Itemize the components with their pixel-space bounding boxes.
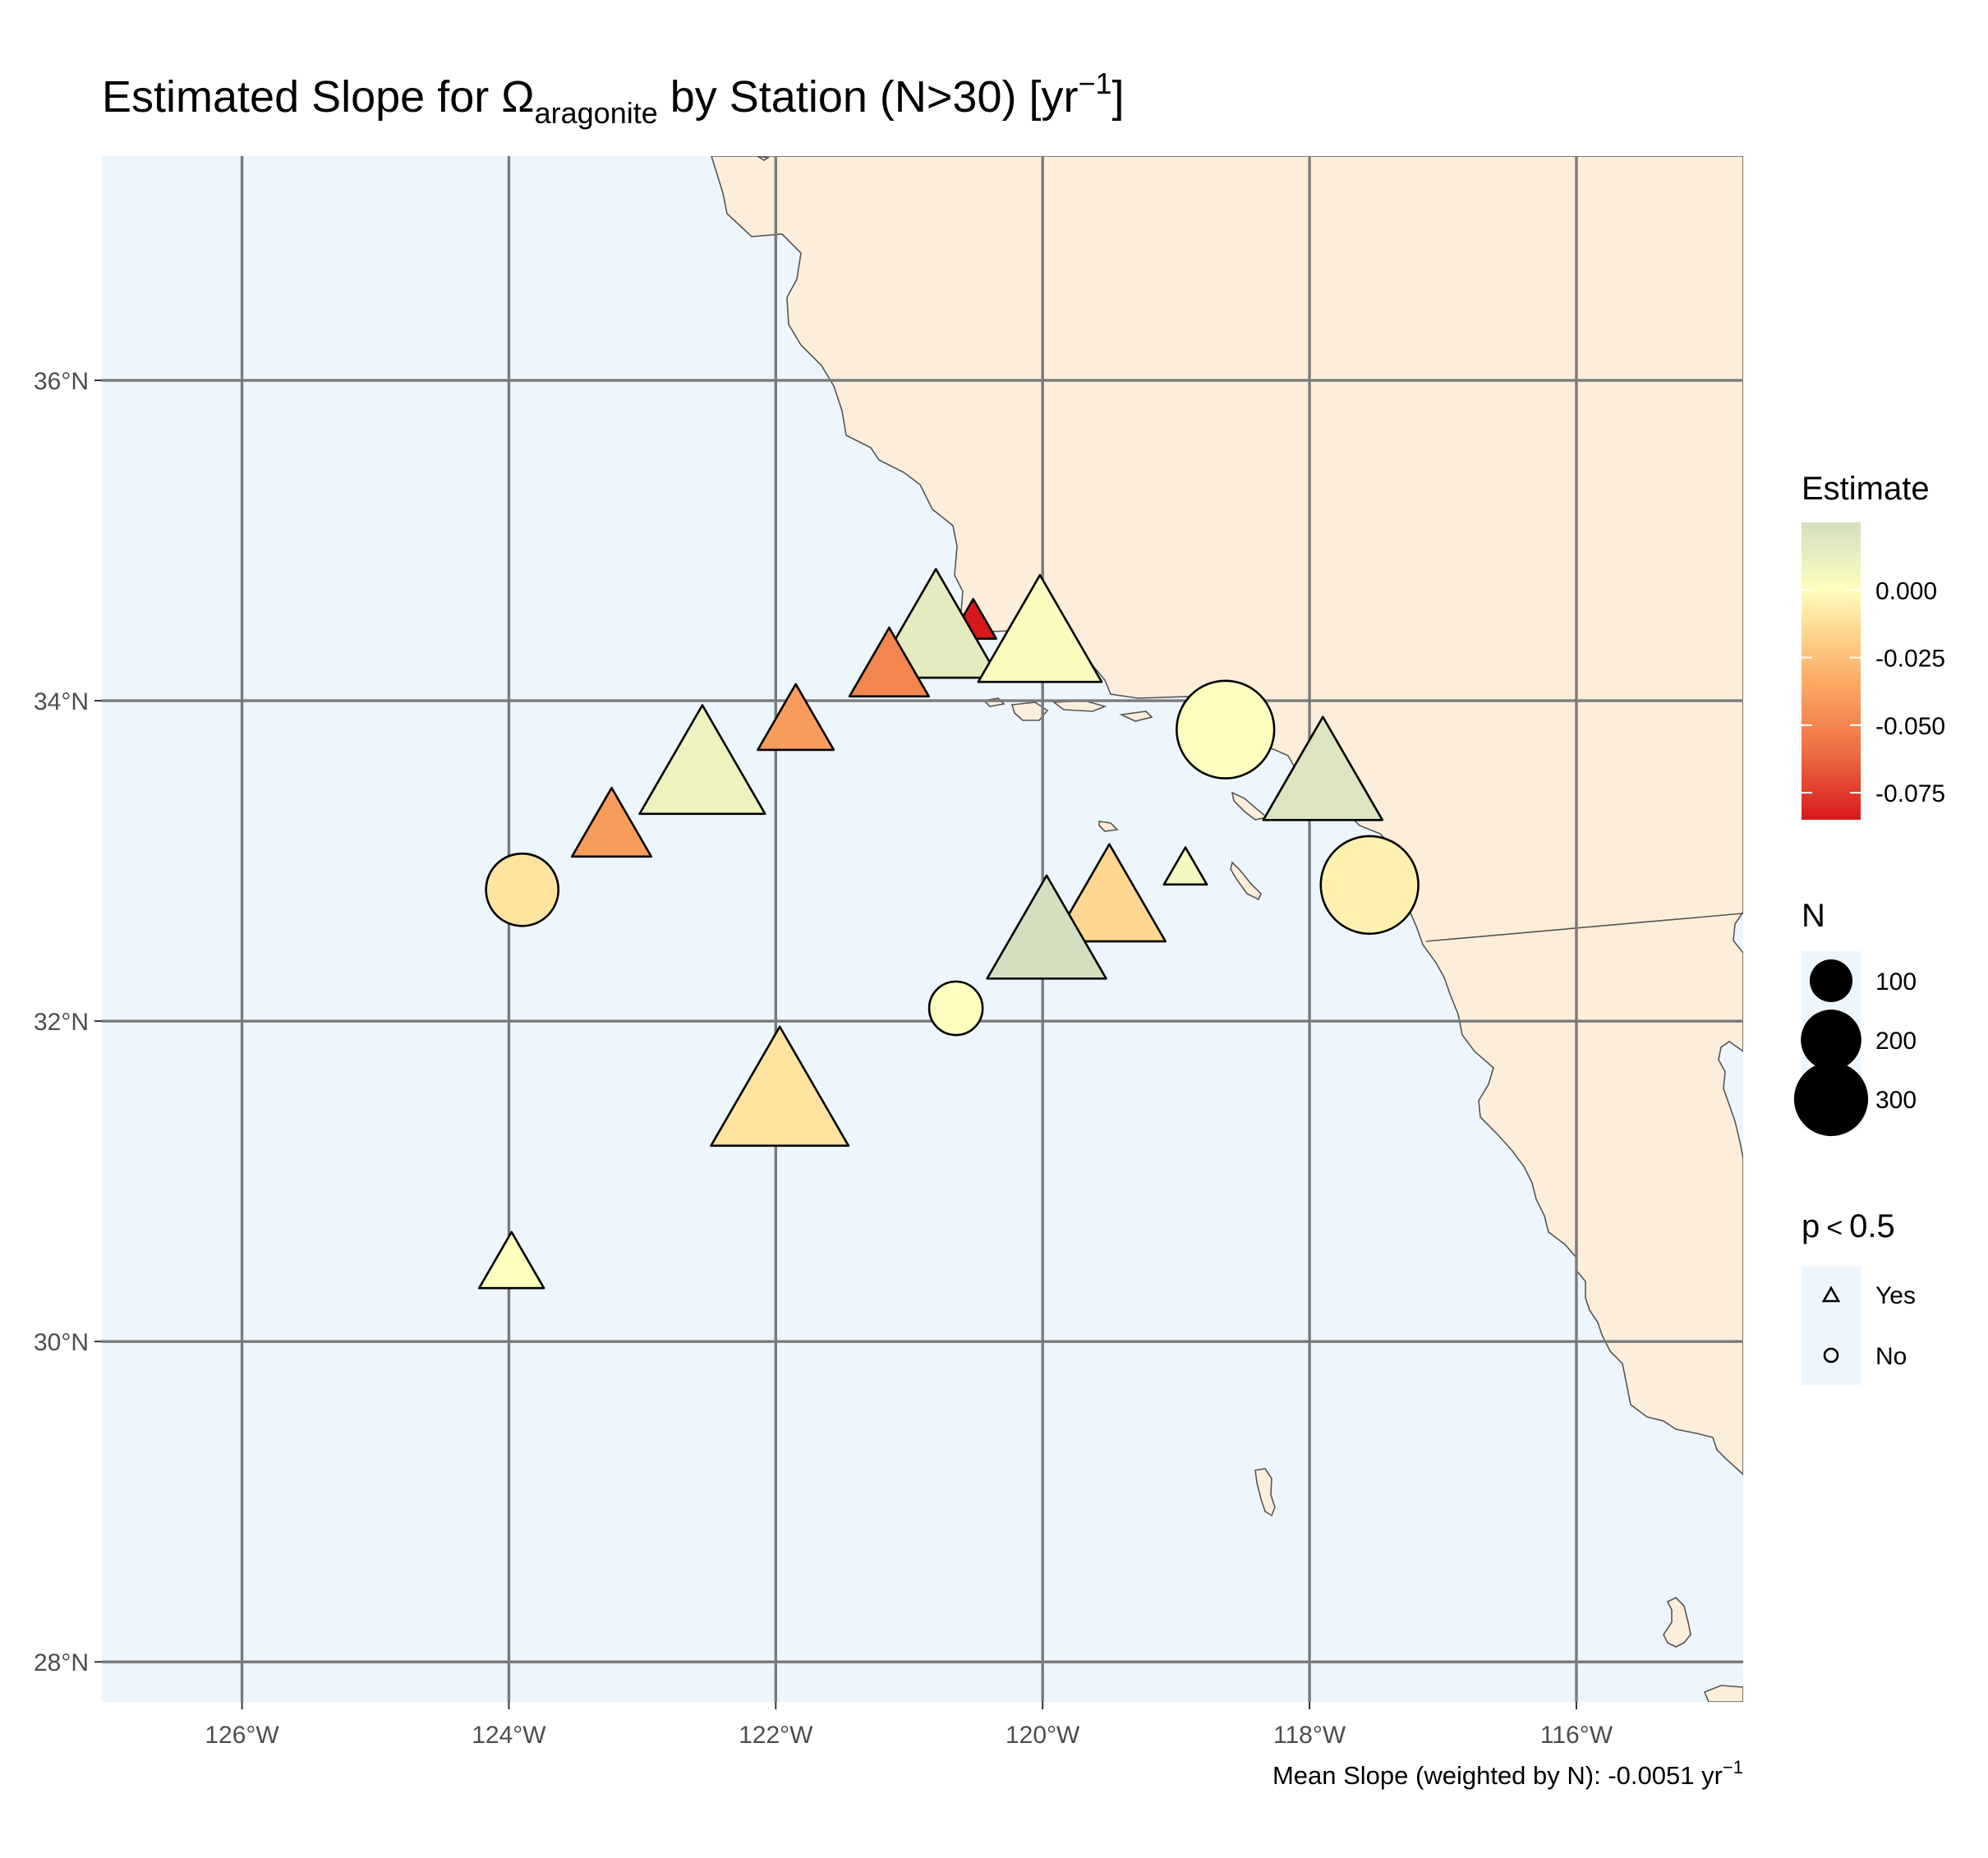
caption: Mean Slope (weighted by N): -0.0051 yr−1: [1272, 1757, 1743, 1790]
station-marker-triangle-3: [848, 626, 930, 698]
legend-n-label: 100: [1875, 968, 1917, 996]
legend-p-no-circle: [1823, 1347, 1839, 1364]
land-mass: [711, 156, 1743, 1476]
station-marker-triangle-6: [638, 704, 766, 816]
us-mexico-border: [1425, 913, 1743, 942]
x-tick-label: 120°W: [1006, 1722, 1080, 1749]
map-panel: [102, 156, 1743, 1702]
legend-p-no-label: No: [1875, 1343, 1907, 1370]
station-marker-circle-10: [1319, 835, 1420, 936]
station-marker-triangle-13: [986, 874, 1107, 980]
legend-p-yes-triangle: [1821, 1285, 1841, 1303]
legend-estimate-title: Estimate: [1802, 471, 1930, 507]
station-marker-triangle-1: [872, 568, 1000, 679]
legend-p-yes-label: Yes: [1875, 1282, 1916, 1309]
legend-estimate: Estimate 0.000 -0.025 -0.050 -0.075: [1802, 471, 1945, 820]
y-tick-label: 30°N: [34, 1329, 89, 1356]
station-marker-triangle-12: [1052, 843, 1167, 943]
colorbar-tick-label: -0.050: [1875, 713, 1945, 740]
x-tick-label: 122°W: [739, 1722, 813, 1749]
legend-n-label: 300: [1875, 1087, 1917, 1114]
y-tick-label: 28°N: [34, 1649, 89, 1676]
station-marker-circle-14: [927, 980, 984, 1037]
station-marker-triangle-16: [477, 1230, 545, 1290]
x-tick-label: 116°W: [1540, 1722, 1613, 1749]
legend-n-title: N: [1802, 898, 1825, 934]
x-axis: 126°W 124°W 122°W 120°W 118°W 116°W: [205, 1702, 1613, 1749]
legend-n-circle-2: [1793, 1061, 1869, 1137]
legend-n-items: 100 200 300: [1793, 959, 1917, 1137]
legend-p: p <0.5 Yes No: [1802, 1208, 1916, 1385]
y-tick-label: 32°N: [34, 1009, 89, 1036]
station-marker-triangle-15: [710, 1025, 850, 1147]
colorbar-tick-label: 0.000: [1875, 577, 1937, 605]
graticule: [102, 156, 1743, 1702]
station-marker-triangle-2: [977, 573, 1103, 683]
x-tick-label: 126°W: [205, 1722, 279, 1749]
y-axis: 28°N 30°N 32°N 34°N 36°N: [34, 368, 102, 1676]
station-marker-triangle-4: [757, 683, 835, 752]
legend-p-key-bg: [1802, 1267, 1861, 1385]
station-marker-circle-11: [485, 852, 560, 927]
station-marker-triangle-9: [1162, 846, 1208, 886]
x-tick-label: 118°W: [1273, 1722, 1346, 1749]
station-marker-triangle-8: [570, 786, 653, 858]
estimate-colorbar: [1802, 522, 1861, 820]
chart-title: Estimated Slope for Ωaragonite by Statio…: [102, 67, 1125, 130]
station-points: [477, 568, 1420, 1290]
x-tick-label: 124°W: [472, 1722, 546, 1749]
legend-p-title: p <0.5: [1802, 1208, 1895, 1244]
y-tick-label: 36°N: [34, 368, 89, 395]
colorbar-ticks: 0.000 -0.025 -0.050 -0.075: [1802, 577, 1945, 807]
legend-n: N 100 200 300: [1793, 898, 1917, 1137]
colorbar-tick-label: -0.075: [1875, 780, 1945, 807]
gulf-inset-shore: [1733, 911, 1743, 954]
legend-n-label: 200: [1875, 1028, 1917, 1055]
station-marker-circle-5: [1176, 679, 1276, 780]
station-marker-triangle-7: [1262, 715, 1384, 821]
baja-inset-shore: [1718, 1041, 1743, 1159]
legend-n-circle-1: [1801, 1009, 1861, 1070]
colorbar-tick-label: -0.025: [1875, 646, 1945, 673]
y-tick-label: 34°N: [34, 688, 89, 715]
legend-n-circle-0: [1809, 959, 1853, 1003]
